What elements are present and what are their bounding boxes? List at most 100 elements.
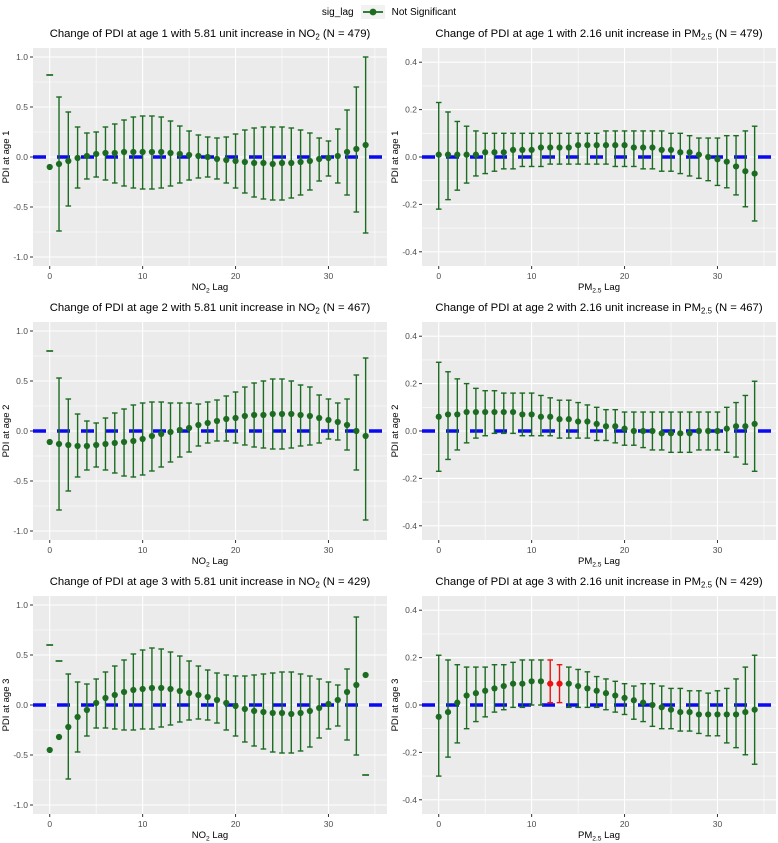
svg-text:-0.4: -0.4 (402, 247, 417, 257)
svg-text:0: 0 (47, 545, 52, 555)
svg-text:30: 30 (324, 819, 334, 829)
svg-text:10: 10 (527, 545, 537, 555)
panel-root: 0 10 20 30 -1.0 -0.5 0.0 0.5 1.0 Change of PDI at… (1, 576, 387, 843)
legend-title: sig_lag (321, 6, 354, 18)
point-estimates (46, 141, 369, 171)
panel-grid: 0 10 20 30 -1.0 -0.5 0.0 0.5 1.0 Change of PDI at… (0, 22, 778, 843)
svg-text:0.4: 0.4 (405, 331, 417, 341)
svg-text:-0.4: -0.4 (402, 795, 417, 805)
axes: 0 10 20 30 -1.0 -0.5 0.0 0.5 1.0 (13, 52, 333, 281)
panel-age1-pm25: 0 10 20 30 -0.4 -0.2 0.0 0.2 0.4 Change of PDI at… (390, 28, 776, 295)
point-estimates (435, 408, 758, 437)
svg-text:0: 0 (436, 271, 441, 281)
panel-root: 0 10 20 30 -1.0 -0.5 0.0 0.5 1.0 Change of PDI at… (1, 302, 387, 569)
svg-text:30: 30 (713, 271, 723, 281)
svg-text:10: 10 (138, 819, 148, 829)
svg-text:0.2: 0.2 (405, 653, 417, 663)
x-axis-title: NO2 Lag (192, 556, 228, 569)
panel-age3-no2: 0 10 20 30 -1.0 -0.5 0.0 0.5 1.0 Change of PDI at… (1, 576, 387, 843)
svg-text:0.0: 0.0 (405, 700, 417, 710)
x-axis-title: PM2.5 Lag (578, 556, 620, 569)
panel-title: Change of PDI at age 3 with 5.81 unit in… (50, 576, 371, 590)
axes: 0 10 20 30 -0.4 -0.2 0.0 0.2 0.4 (402, 57, 722, 281)
x-axis-title: PM2.5 Lag (578, 282, 620, 295)
svg-text:1.0: 1.0 (16, 326, 28, 336)
svg-text:10: 10 (527, 819, 537, 829)
panel-age2-pm25: 0 10 20 30 -0.4 -0.2 0.0 0.2 0.4 Change of PDI at… (390, 302, 776, 569)
svg-text:0: 0 (436, 819, 441, 829)
point-estimates (46, 410, 369, 450)
panel-root: 0 10 20 30 -0.4 -0.2 0.0 0.2 0.4 Change of PDI at… (390, 576, 776, 843)
error-bars (435, 361, 758, 472)
panel-root: 0 10 20 30 -0.4 -0.2 0.0 0.2 0.4 Change of PDI at… (390, 28, 776, 295)
svg-text:-1.0: -1.0 (13, 800, 28, 810)
svg-text:1.0: 1.0 (16, 600, 28, 610)
svg-text:30: 30 (713, 819, 723, 829)
error-bars (56, 56, 369, 234)
svg-text:0.2: 0.2 (405, 105, 417, 115)
panel-age3-pm25: 0 10 20 30 -0.4 -0.2 0.0 0.2 0.4 Change of PDI at… (390, 576, 776, 843)
svg-text:20: 20 (231, 545, 241, 555)
svg-text:0: 0 (47, 271, 52, 281)
svg-text:-0.2: -0.2 (402, 473, 417, 483)
svg-text:0: 0 (436, 545, 441, 555)
y-axis-title: PDI at age 1 (1, 131, 12, 184)
svg-text:10: 10 (527, 271, 537, 281)
panel-title: Change of PDI at age 1 with 5.81 unit in… (50, 28, 371, 42)
y-axis-title: PDI at age 3 (1, 679, 12, 732)
svg-text:20: 20 (620, 819, 630, 829)
svg-text:10: 10 (138, 271, 148, 281)
x-axis-title: NO2 Lag (192, 830, 228, 843)
x-axis-title: PM2.5 Lag (578, 830, 620, 843)
panel-title: Change of PDI at age 3 with 2.16 unit in… (435, 576, 762, 590)
legend-item-label: Not Significant (391, 6, 457, 18)
svg-text:-1.0: -1.0 (13, 252, 28, 262)
svg-text:1.0: 1.0 (16, 52, 28, 62)
panel-age1-no2: 0 10 20 30 -1.0 -0.5 0.0 0.5 1.0 Change of PDI at… (1, 28, 387, 295)
svg-text:-0.4: -0.4 (402, 521, 417, 531)
panel-title: Change of PDI at age 2 with 2.16 unit in… (435, 302, 762, 316)
svg-text:0.4: 0.4 (405, 57, 417, 67)
svg-text:0.0: 0.0 (405, 426, 417, 436)
x-axis-title: NO2 Lag (192, 282, 228, 295)
point-estimates (46, 671, 369, 754)
panel-title: Change of PDI at age 2 with 5.81 unit in… (50, 302, 371, 316)
svg-text:0.5: 0.5 (16, 650, 28, 660)
panel-title: Change of PDI at age 1 with 2.16 unit in… (435, 28, 762, 42)
svg-text:-1.0: -1.0 (13, 526, 28, 536)
svg-text:10: 10 (138, 545, 148, 555)
svg-text:-0.5: -0.5 (13, 476, 28, 486)
floating-caps (46, 644, 370, 776)
svg-text:0.0: 0.0 (16, 426, 28, 436)
y-axis-title: PDI at age 3 (390, 679, 401, 732)
svg-text:-0.2: -0.2 (402, 199, 417, 209)
svg-text:20: 20 (231, 819, 241, 829)
svg-text:0.0: 0.0 (405, 152, 417, 162)
svg-text:0.5: 0.5 (16, 102, 28, 112)
y-axis-title: PDI at age 2 (390, 405, 401, 458)
axes: 0 10 20 30 -1.0 -0.5 0.0 0.5 1.0 (13, 600, 333, 829)
svg-text:20: 20 (620, 545, 630, 555)
y-axis-title: PDI at age 1 (390, 131, 401, 184)
svg-text:30: 30 (324, 545, 334, 555)
svg-text:-0.2: -0.2 (402, 747, 417, 757)
axes: 0 10 20 30 -0.4 -0.2 0.0 0.2 0.4 (402, 605, 722, 829)
axes: 0 10 20 30 -1.0 -0.5 0.0 0.5 1.0 (13, 326, 333, 555)
svg-text:-0.5: -0.5 (13, 202, 28, 212)
legend-key-not-significant-icon (360, 5, 385, 19)
panel-root: 0 10 20 30 -0.4 -0.2 0.0 0.2 0.4 Change of PDI at… (390, 302, 776, 569)
svg-text:0: 0 (47, 819, 52, 829)
svg-text:-0.5: -0.5 (13, 750, 28, 760)
y-axis-title: PDI at age 2 (1, 405, 12, 458)
svg-text:20: 20 (231, 271, 241, 281)
svg-text:20: 20 (620, 271, 630, 281)
svg-text:0.2: 0.2 (405, 379, 417, 389)
svg-text:0.4: 0.4 (405, 605, 417, 615)
axes: 0 10 20 30 -0.4 -0.2 0.0 0.2 0.4 (402, 331, 722, 555)
svg-text:30: 30 (324, 271, 334, 281)
panel-root: 0 10 20 30 -1.0 -0.5 0.0 0.5 1.0 Change of PDI at… (1, 28, 387, 295)
svg-text:0.0: 0.0 (16, 700, 28, 710)
point-estimates (435, 142, 758, 177)
legend: sig_lag Not Significant (0, 0, 778, 22)
